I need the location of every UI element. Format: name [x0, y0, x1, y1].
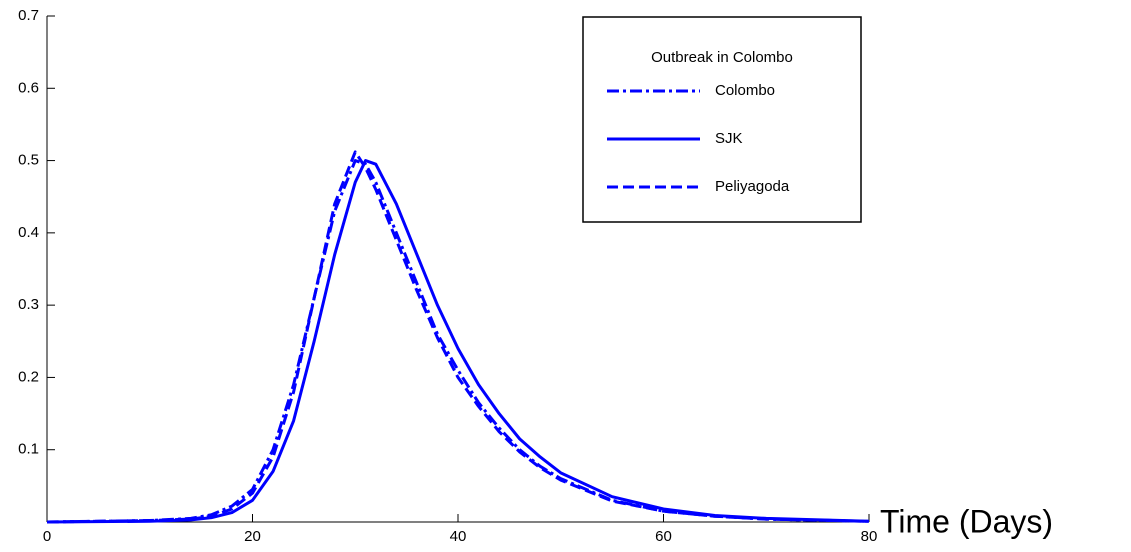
- y-tick-label: 0.1: [18, 441, 39, 458]
- x-tick-label: 0: [43, 528, 51, 545]
- y-tick-label: 0.7: [18, 7, 39, 24]
- y-tick-label: 0.6: [18, 79, 39, 96]
- series-line: [46, 159, 870, 524]
- y-tick-label: 0.2: [18, 368, 39, 385]
- legend-title: Outbreak in Colombo: [651, 49, 793, 66]
- y-tick-label: 0.5: [18, 152, 39, 169]
- x-tick-label: 40: [450, 528, 467, 545]
- x-tick-label: 60: [655, 528, 672, 545]
- legend-label: Peliyagoda: [715, 178, 790, 195]
- x-tick-label: 80: [861, 528, 878, 545]
- x-axis-label: Time (Days): [880, 503, 1053, 539]
- x-tick-label: 20: [244, 528, 261, 545]
- legend-label: Colombo: [715, 82, 775, 99]
- series-line: [46, 150, 870, 524]
- legend-label: SJK: [715, 130, 743, 147]
- series-line: [46, 159, 870, 524]
- y-tick-label: 0.4: [18, 224, 39, 241]
- y-tick-label: 0.3: [18, 296, 39, 313]
